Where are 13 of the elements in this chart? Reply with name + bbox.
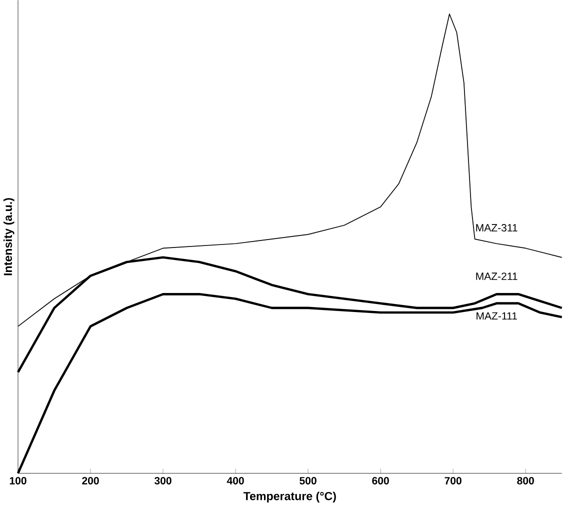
series-label: MAZ-211 (476, 272, 518, 280)
x-tick-label: 800 (517, 477, 534, 484)
series-label: MAZ-311 (476, 224, 518, 232)
x-tick-label: 500 (300, 477, 316, 484)
series-label: MAZ-111 (476, 312, 517, 320)
y-axis-title: Intensity (a.u.) (4, 198, 14, 276)
x-tick-label: 200 (82, 477, 99, 484)
x-tick-label: 600 (372, 477, 389, 484)
x-tick-label: 100 (10, 477, 26, 484)
x-axis-title: Temperature (°C) (243, 492, 336, 502)
x-tick-label: 400 (226, 477, 244, 484)
x-tick-label: 700 (444, 477, 462, 484)
x-tick-label: 300 (154, 477, 172, 484)
